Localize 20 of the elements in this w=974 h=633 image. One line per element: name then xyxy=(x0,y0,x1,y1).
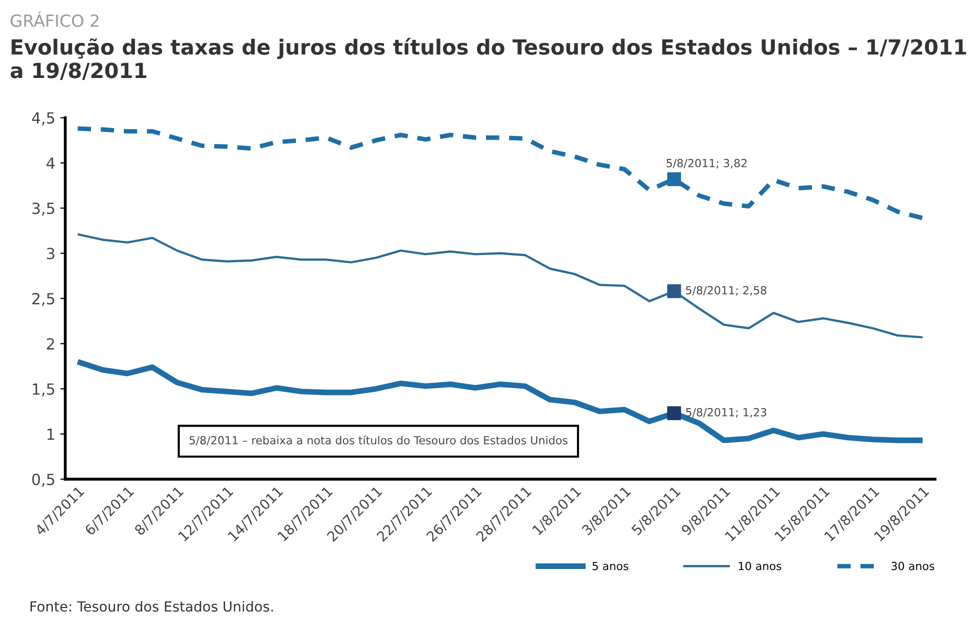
legend-label: 30 anos xyxy=(892,562,934,570)
y-tick-label: 2 xyxy=(46,338,54,350)
y-tick-label: 2,5 xyxy=(32,292,54,306)
y-tick-label: 3,5 xyxy=(32,202,54,216)
chart-title: Evolução das taxas de juros dos títulos do Tesouro dos Estados Unidos – 1/7/2011 a 19/8/2011 xyxy=(10,38,966,80)
annotation: 5/8/2011 – rebaixa a nota dos títulos do Tesouro dos Estados Unidos xyxy=(190,435,568,446)
y-tick-label: 1 xyxy=(47,428,54,440)
annotation: 5/8/2011; 3,82 xyxy=(666,158,747,168)
y-tick-label: 3 xyxy=(46,248,54,260)
chart-subtitle: GRÁFICO 2 xyxy=(10,11,98,27)
annotation: 5/8/2011; 1,23 xyxy=(686,408,766,418)
y-tick-label: 4 xyxy=(46,158,55,169)
annotation: 5/8/2011; 2,58 xyxy=(686,286,766,296)
line-series xyxy=(76,233,924,338)
legend-label: 10 anos xyxy=(738,562,782,570)
y-tick-label: 4,5 xyxy=(32,112,54,126)
legend-label: 5 anos xyxy=(592,562,628,570)
source-note: Fonte: Tesouro dos Estados Unidos. xyxy=(30,600,273,612)
y-tick-label: 0,5 xyxy=(32,474,54,487)
y-tick-label: 1,5 xyxy=(32,383,54,396)
